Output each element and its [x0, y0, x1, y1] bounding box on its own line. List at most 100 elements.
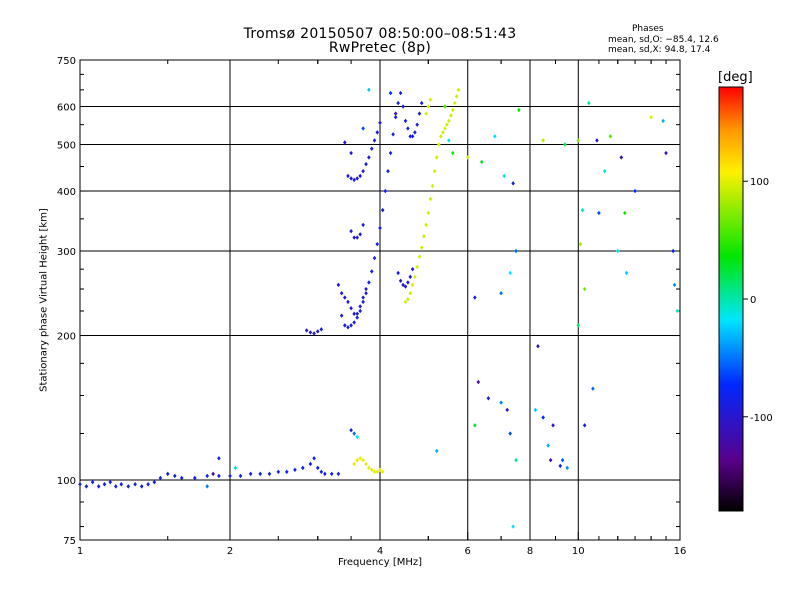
x-axis-label: Frequency [MHz] — [337, 557, 423, 568]
data-point — [396, 270, 400, 276]
data-point — [649, 115, 653, 120]
data-point — [493, 134, 497, 139]
data-point — [541, 138, 545, 143]
data-point — [432, 168, 437, 174]
data-point — [499, 400, 503, 405]
data-point — [675, 308, 680, 314]
data-point — [548, 457, 553, 463]
data-point — [217, 473, 221, 479]
data-point — [364, 291, 368, 296]
data-point — [367, 87, 371, 93]
data-point — [451, 150, 455, 156]
data-point — [560, 457, 565, 463]
data-point — [514, 457, 518, 463]
data-point — [661, 118, 665, 124]
data-point — [580, 207, 585, 213]
data-point — [441, 130, 445, 135]
data-point — [514, 248, 518, 254]
data-point — [367, 155, 371, 160]
chart-subtitle: RwPretec (8p) — [328, 40, 432, 56]
data-point — [375, 241, 380, 247]
data-point — [114, 484, 118, 489]
data-point — [551, 423, 555, 428]
data-point — [447, 118, 451, 124]
data-point — [343, 140, 347, 145]
data-point — [308, 461, 313, 467]
data-point — [158, 475, 163, 481]
colorbar — [719, 87, 743, 511]
data-point — [146, 482, 150, 487]
data-point — [308, 330, 313, 335]
y-tick-label: 500 — [57, 141, 76, 152]
data-point — [380, 207, 385, 213]
data-point — [336, 471, 341, 477]
data-point — [352, 431, 356, 436]
data-point — [408, 291, 413, 296]
data-point — [380, 469, 385, 475]
data-point — [623, 210, 627, 216]
data-point — [346, 173, 350, 179]
data-point — [546, 443, 550, 448]
data-point — [267, 471, 272, 477]
data-point — [349, 306, 353, 311]
data-point — [152, 479, 157, 485]
data-point — [233, 465, 238, 471]
data-point — [349, 150, 353, 156]
data-point — [533, 407, 538, 413]
data-point — [413, 130, 417, 135]
data-point — [369, 146, 374, 151]
data-point — [126, 484, 131, 489]
data-point — [576, 323, 581, 328]
data-point — [361, 295, 365, 300]
data-point — [633, 188, 637, 194]
data-point — [406, 297, 410, 302]
data-point — [329, 471, 334, 477]
data-point — [428, 196, 433, 202]
data-point — [336, 282, 341, 288]
data-point — [352, 320, 356, 325]
colorbar-tick-label: 0 — [750, 295, 756, 306]
data-point — [424, 111, 428, 116]
data-point — [578, 241, 583, 247]
data-point — [361, 222, 365, 228]
y-tick-label: 600 — [57, 103, 76, 114]
data-point — [361, 457, 365, 463]
colorbar-label: [deg] — [718, 70, 753, 85]
data-point — [582, 286, 587, 292]
data-point — [388, 90, 393, 96]
data-point — [319, 469, 324, 475]
data-point — [426, 210, 431, 216]
data-point — [563, 142, 567, 147]
data-point — [355, 176, 359, 181]
data-point — [355, 235, 359, 240]
data-point — [410, 134, 415, 139]
data-point — [511, 181, 515, 186]
data-point — [558, 463, 563, 469]
x-tick-label: 2 — [227, 546, 233, 557]
data-point — [413, 274, 417, 280]
data-point — [591, 386, 595, 391]
legend-x-stats: mean, sd,X: 94.8, 17.4 — [608, 45, 711, 55]
x-tick-label: 8 — [527, 546, 533, 557]
data-point — [358, 456, 362, 461]
data-point — [587, 100, 591, 106]
data-point — [424, 222, 428, 228]
data-point — [375, 130, 380, 135]
data-point — [96, 484, 101, 489]
data-point — [508, 270, 512, 276]
y-tick-label: 200 — [57, 332, 76, 343]
data-point — [293, 467, 297, 473]
data-point — [349, 176, 353, 181]
data-point — [473, 295, 477, 300]
data-point — [78, 482, 82, 487]
data-point — [398, 278, 403, 284]
data-point — [372, 469, 377, 475]
data-point — [401, 282, 405, 288]
x-tick-label: 16 — [674, 546, 687, 557]
data-point — [301, 465, 305, 471]
data-point — [315, 329, 320, 334]
data-point — [179, 475, 184, 481]
data-point — [383, 188, 388, 194]
data-point — [367, 280, 371, 285]
data-point — [408, 274, 413, 280]
